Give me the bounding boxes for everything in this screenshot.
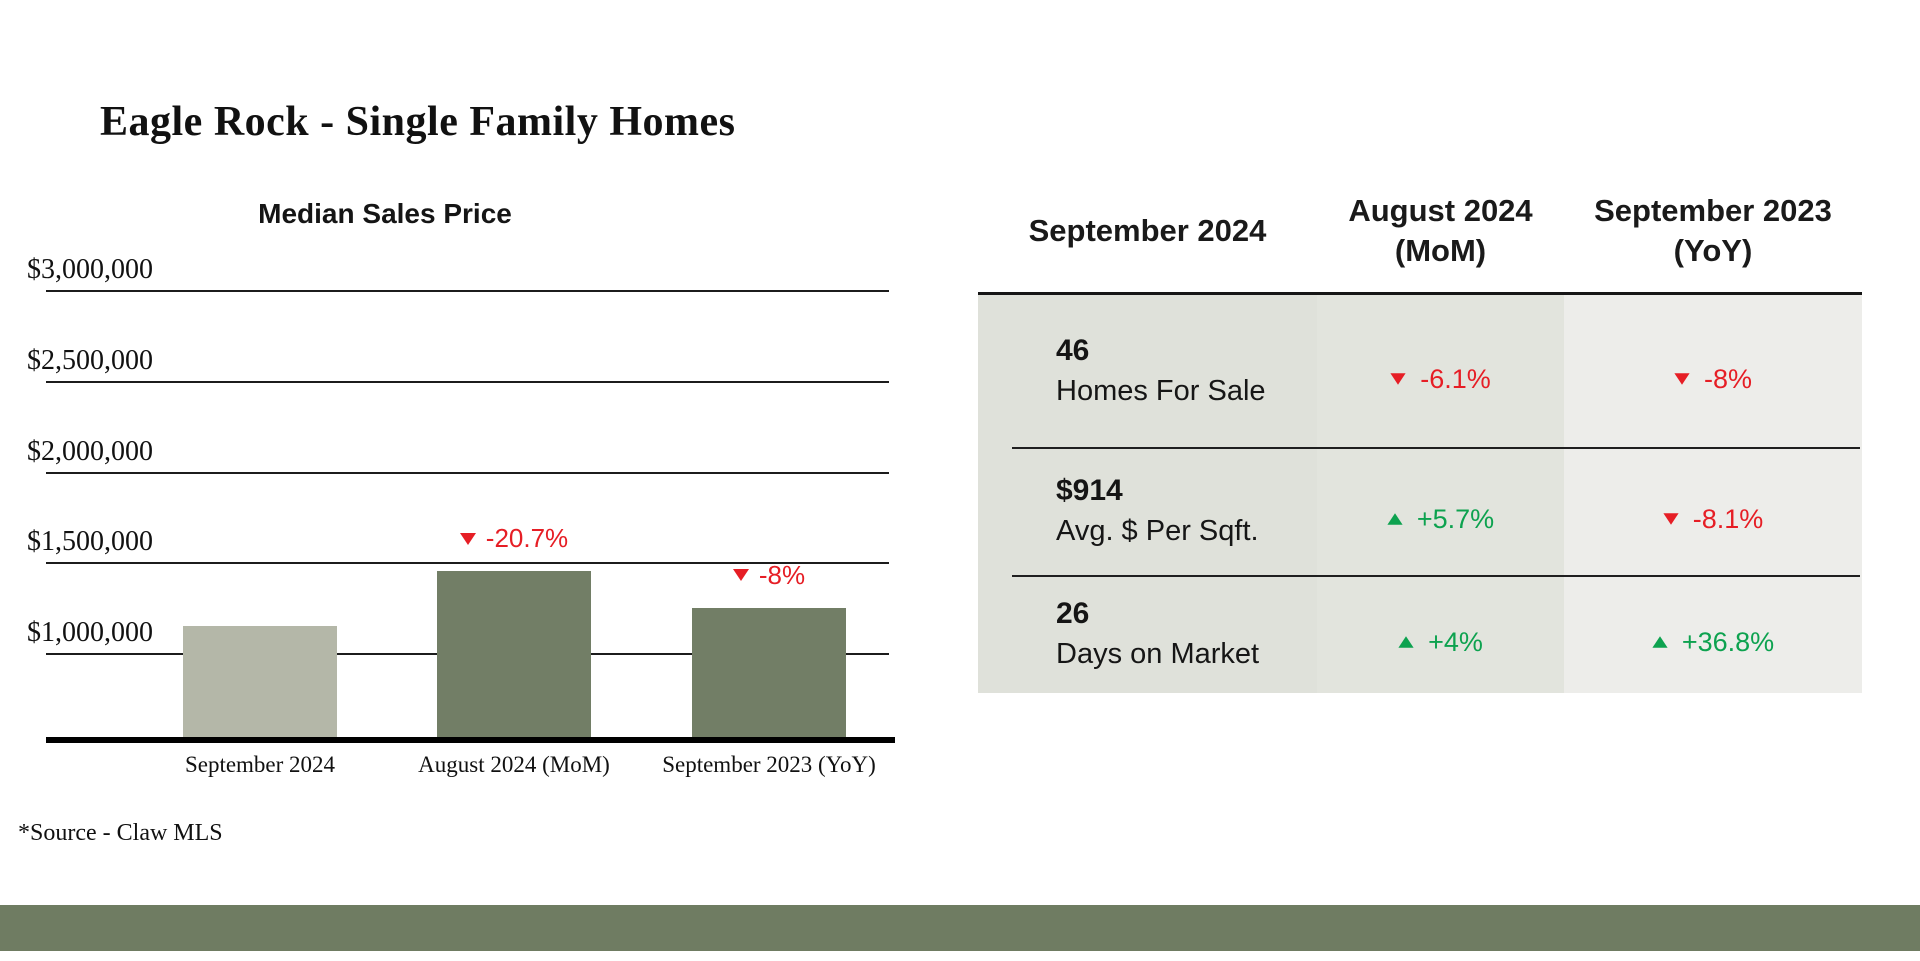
table-row-homes-for-sale: 46 Homes For Sale -6.1% -8%	[978, 295, 1862, 447]
change-percentage: +5.7%	[1416, 503, 1495, 534]
metric-label: Days on Market	[1056, 638, 1260, 670]
mom-change-cell: -6.1%	[1317, 295, 1564, 447]
column-header-mom: August 2024 (MoM)	[1348, 192, 1533, 268]
row-divider-line	[1012, 575, 1860, 577]
down-triangle-icon	[732, 569, 749, 582]
metric-value: $914	[1056, 474, 1123, 507]
metric-label: Homes For Sale	[1056, 375, 1266, 407]
change-annotation: -20.7%	[394, 523, 634, 554]
chart-title: Median Sales Price	[258, 198, 512, 229]
metric-value: 26	[1056, 597, 1090, 630]
stats-table-body: 46 Homes For Sale -6.1% -8% $914 Avg. $ …	[978, 295, 1862, 693]
metric-label: Avg. $ Per Sqft.	[1056, 515, 1259, 547]
y-axis-tick-label: $2,000,000	[27, 435, 153, 467]
y-axis-tick-label: $3,000,000	[27, 254, 153, 285]
gridline	[46, 290, 889, 292]
row-divider-line	[1012, 447, 1860, 449]
column-header-current: September 2024	[1028, 212, 1267, 248]
y-axis-tick-label: $1,500,000	[27, 526, 153, 558]
gridline	[46, 471, 889, 474]
stats-table: September 2024 August 2024 (MoM) Septemb…	[978, 170, 1862, 693]
mom-change-cell: +5.7%	[1317, 447, 1564, 575]
header-divider-line	[978, 292, 1862, 295]
change-percentage: +4%	[1428, 626, 1483, 657]
gridline	[46, 562, 889, 565]
yoy-change-cell: -8.1%	[1564, 447, 1862, 575]
up-triangle-icon	[1652, 636, 1668, 648]
down-triangle-icon	[459, 532, 476, 545]
change-percentage: -8.1%	[1692, 503, 1764, 534]
metric-cell: 46 Homes For Sale	[978, 295, 1317, 447]
down-triangle-icon	[1663, 513, 1679, 525]
footer-accent-bar	[0, 905, 1920, 951]
gridline	[46, 380, 889, 383]
column-header-yoy: September 2023 (YoY)	[1594, 192, 1832, 268]
x-axis-line	[46, 737, 895, 743]
bar-1	[183, 625, 337, 742]
source-note: *Source - Claw MLS	[18, 820, 223, 846]
table-row-days-on-market: 26 Days on Market +4% +36.8%	[978, 575, 1862, 693]
up-triangle-icon	[1387, 513, 1403, 525]
mom-change-cell: +4%	[1317, 575, 1564, 693]
page-title: Eagle Rock - Single Family Homes	[100, 99, 736, 146]
change-percentage: -8%	[1703, 363, 1752, 394]
yoy-change-cell: +36.8%	[1564, 575, 1862, 693]
metric-cell: 26 Days on Market	[978, 575, 1317, 693]
change-percentage: +36.8%	[1681, 626, 1775, 657]
y-axis-tick-label: $2,500,000	[27, 344, 153, 376]
table-row-avg-price-per-sqft: $914 Avg. $ Per Sqft. +5.7% -8.1%	[978, 447, 1862, 575]
up-triangle-icon	[1398, 636, 1414, 648]
stats-table-header: September 2024 August 2024 (MoM) Septemb…	[978, 170, 1862, 292]
bar-2	[437, 571, 591, 742]
metric-cell: $914 Avg. $ Per Sqft.	[978, 447, 1317, 575]
annotation-text: -8%	[758, 559, 806, 590]
annotation-text: -20.7%	[485, 523, 569, 554]
change-percentage: -6.1%	[1420, 363, 1491, 394]
yoy-change-cell: -8%	[1564, 295, 1862, 447]
down-triangle-icon	[1674, 373, 1690, 385]
x-axis-category-label: September 2024	[184, 752, 336, 777]
x-axis-category-label: September 2023 (YoY)	[662, 752, 876, 777]
bar-3	[692, 607, 846, 742]
metric-value: 46	[1056, 334, 1090, 367]
down-triangle-icon	[1390, 373, 1406, 385]
x-axis-category-label: August 2024 (MoM)	[418, 752, 610, 777]
y-axis-tick-label: $1,000,000	[27, 617, 153, 648]
change-annotation: -8%	[649, 560, 889, 591]
